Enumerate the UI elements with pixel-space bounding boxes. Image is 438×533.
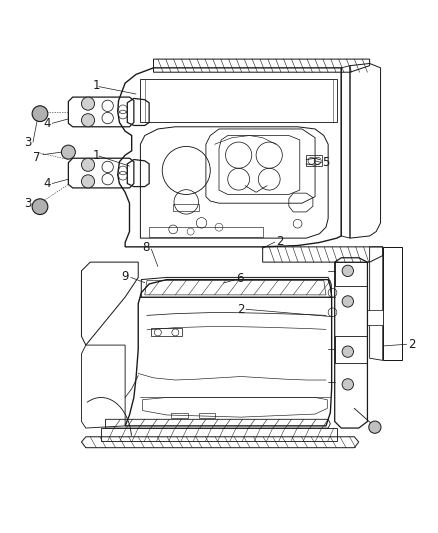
Text: 3: 3	[24, 197, 32, 209]
Circle shape	[369, 421, 381, 433]
Text: 5: 5	[322, 156, 330, 169]
Text: 7: 7	[33, 151, 41, 164]
Text: 1: 1	[93, 79, 100, 92]
Circle shape	[342, 379, 353, 390]
Circle shape	[81, 114, 95, 127]
Text: 3: 3	[24, 135, 32, 149]
Circle shape	[81, 97, 95, 110]
Circle shape	[32, 199, 48, 215]
Circle shape	[342, 296, 353, 307]
Text: 6: 6	[236, 272, 244, 285]
Circle shape	[342, 265, 353, 277]
Circle shape	[61, 145, 75, 159]
Text: 1: 1	[93, 149, 100, 161]
Text: 2: 2	[276, 235, 284, 248]
Text: 2: 2	[408, 338, 416, 351]
Text: 4: 4	[44, 177, 51, 190]
Circle shape	[81, 158, 95, 171]
Text: 9: 9	[121, 270, 129, 283]
Circle shape	[342, 346, 353, 357]
Text: 4: 4	[44, 117, 51, 130]
Text: 2: 2	[237, 303, 244, 316]
Circle shape	[81, 175, 95, 188]
Polygon shape	[367, 310, 383, 326]
Text: 8: 8	[142, 241, 150, 254]
Circle shape	[32, 106, 48, 122]
